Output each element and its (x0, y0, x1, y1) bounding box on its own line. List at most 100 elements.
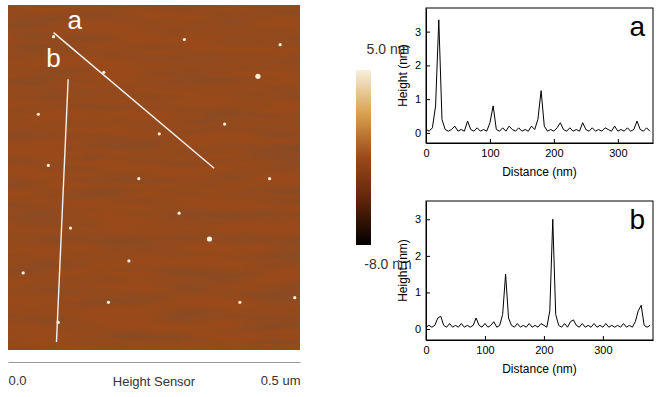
tick: 200 (545, 139, 563, 159)
tick-label: 2 (415, 59, 421, 71)
x-axis-title: Distance (nm) (502, 165, 577, 179)
plot-area (8, 5, 300, 350)
x-axis: 0.0 0.5 um (9, 362, 301, 388)
tick-label: 2 (415, 250, 421, 262)
particle (268, 177, 271, 180)
tick: 200 (535, 336, 553, 356)
profile-label: b (46, 43, 60, 73)
particle (127, 259, 130, 262)
tick: 100 (481, 139, 499, 159)
tick-mark (554, 139, 555, 143)
image-texture (8, 5, 300, 350)
tick-mark (490, 139, 491, 143)
particle (255, 74, 260, 79)
tick-label: 100 (481, 147, 499, 159)
tick-label: 0 (415, 323, 421, 335)
panel-title: b (629, 204, 645, 235)
tick-mark (426, 99, 430, 100)
axis-line (9, 362, 301, 363)
tick-mark (426, 133, 430, 134)
profile-line (426, 20, 650, 131)
axis-line (426, 9, 427, 144)
x-axis-title: Distance (nm) (502, 362, 577, 376)
tick-mark (426, 65, 430, 66)
tick-label: 0.5 um (261, 373, 301, 388)
tick: 100 (476, 336, 494, 356)
tick: 2 (415, 59, 430, 71)
profile-line (56, 79, 68, 342)
x-axis: 0 100 200 300 (423, 336, 653, 356)
panel-title: a (629, 11, 645, 42)
axis-line (427, 143, 654, 144)
particle (207, 236, 212, 241)
tick: 0 (415, 127, 430, 139)
y-axis-title: Height (nm) (396, 239, 410, 302)
particle (69, 227, 72, 230)
tick: 2 (415, 250, 430, 262)
particle (183, 38, 186, 41)
profile-label: a (68, 5, 83, 35)
y-axis-title: Height (nm) (396, 44, 410, 107)
tick-label: 1 (415, 286, 421, 298)
particle (158, 132, 161, 135)
particle (137, 177, 140, 180)
axis-line (427, 340, 654, 341)
tick-mark (426, 256, 430, 257)
tick: 0.5 um (261, 362, 301, 388)
plot-frame (426, 201, 653, 340)
particle (52, 35, 55, 38)
tick-label: 3 (415, 213, 421, 225)
plot-area (426, 20, 650, 131)
y-axis: 0 1 2 3 (415, 9, 430, 144)
tick-mark (426, 329, 430, 330)
tick-label: 0 (415, 127, 421, 139)
tick: 0.0 (9, 362, 27, 388)
afm-image: ab (8, 5, 300, 350)
y-axis: 0 1 2 3 (415, 202, 430, 341)
tick-mark (426, 219, 430, 220)
tick-label: 200 (545, 147, 563, 159)
particle (178, 212, 181, 215)
particle (47, 164, 50, 167)
particle (22, 271, 25, 274)
image-background (8, 5, 300, 350)
x-axis: 0 100 200 300 (423, 139, 653, 159)
tick-mark (426, 292, 430, 293)
particle (37, 113, 40, 116)
tick: 3 (415, 26, 430, 38)
tick-label: 0 (423, 344, 429, 356)
tick-mark (603, 336, 604, 340)
tick-label: 300 (609, 147, 627, 159)
tick-label: 3 (415, 26, 421, 38)
tick-label: 0.0 (9, 373, 27, 388)
profile-line (426, 219, 650, 327)
plot-frame (426, 8, 653, 143)
tick-mark (544, 336, 545, 340)
tick: 3 (415, 213, 430, 225)
tick: 0 (415, 323, 430, 335)
tick-label: 200 (535, 344, 553, 356)
color-bar (356, 70, 371, 245)
tick: 300 (609, 139, 627, 159)
plot-area (426, 219, 650, 327)
tick-label: 300 (594, 344, 612, 356)
particle (293, 296, 296, 299)
particle (238, 301, 241, 304)
profile-chart: 0 100 200 300 0 1 2 3 Distance (nm) Height (nm) a (396, 8, 654, 179)
tick-mark (485, 336, 486, 340)
particle (107, 301, 110, 304)
axis-line (426, 202, 427, 341)
tick-label: 100 (476, 344, 494, 356)
x-axis-title: Height Sensor (113, 374, 196, 389)
profile-line (54, 33, 215, 169)
tick: 300 (594, 336, 612, 356)
tick: 1 (415, 93, 430, 105)
tick-label: 1 (415, 93, 421, 105)
tick-label: 0 (423, 147, 429, 159)
chart-svg: ab0.00.5 umHeight Sensor5.0 nm-8.0 nm010… (0, 0, 663, 397)
particle (279, 43, 282, 46)
figure: ab0.00.5 umHeight Sensor5.0 nm-8.0 nm010… (0, 0, 663, 397)
profile-chart: 0 100 200 300 0 1 2 3 Distance (nm) Height (nm) b (396, 201, 654, 376)
particle (223, 122, 226, 125)
tick-mark (426, 32, 430, 33)
